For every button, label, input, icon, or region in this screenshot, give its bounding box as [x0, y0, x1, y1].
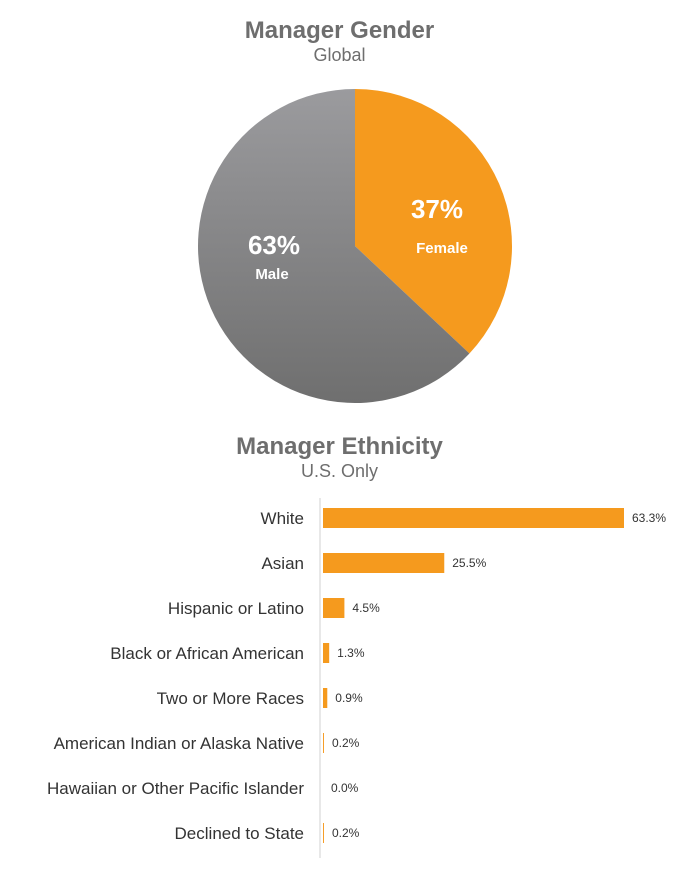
bar-value-label: 1.3% [337, 646, 365, 660]
ethnicity-bar-chart: White 63.3% Asian 25.5% Hispanic or Latino 4.… [47, 498, 666, 858]
bar-value-label: 0.2% [332, 736, 360, 750]
bar-value-label: 0.9% [335, 691, 363, 705]
bar-white [323, 508, 624, 528]
pie-slice-female [355, 89, 512, 354]
bar-american-indian-or-alaska-native [323, 733, 324, 753]
bar-value-label: 25.5% [452, 556, 486, 570]
pie-male-label: Male [255, 266, 288, 283]
bar-two-or-more-races [323, 688, 328, 708]
pie-female-percent: 37% [411, 194, 463, 224]
pie-female-label: Female [416, 240, 468, 257]
bar-category-label: White [261, 509, 304, 528]
bar-category-label: Hawaiian or Other Pacific Islander [47, 779, 304, 798]
bar-value-label: 0.0% [331, 781, 359, 795]
bar-category-label: American Indian or Alaska Native [54, 734, 304, 753]
bar-hispanic-or-latino [323, 598, 345, 618]
bar-category-label: Black or African American [110, 644, 304, 663]
pie-male-percent: 63% [248, 230, 300, 260]
gender-chart-title: Manager Gender [244, 17, 435, 44]
gender-pie-chart: 37% Female 63% Male [197, 89, 512, 403]
ethnicity-chart-title: Manager Ethnicity [236, 433, 443, 460]
bar-black-or-african-american [323, 643, 330, 663]
bar-category-label: Declined to State [175, 824, 304, 843]
bar-value-label: 63.3% [632, 511, 666, 525]
ethnicity-chart-subtitle: U.S. Only [300, 461, 379, 481]
bar-value-label: 0.2% [332, 826, 360, 840]
bar-asian [323, 553, 445, 573]
bar-category-label: Two or More Races [157, 689, 304, 708]
bar-value-label: 4.5% [352, 601, 380, 615]
bar-category-label: Asian [261, 554, 304, 573]
pie-slice-male [197, 89, 470, 403]
bar-category-label: Hispanic or Latino [168, 599, 304, 618]
gender-chart-subtitle: Global [313, 45, 366, 65]
bar-declined-to-state [323, 823, 324, 843]
